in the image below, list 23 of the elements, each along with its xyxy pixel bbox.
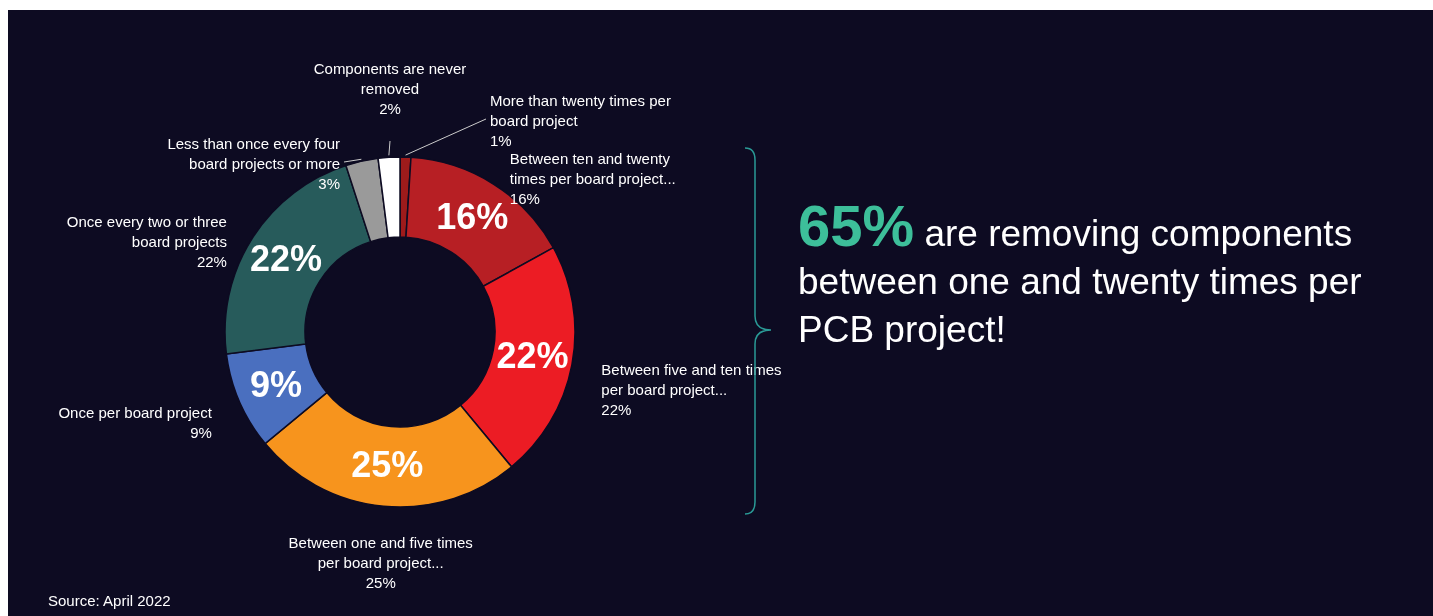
slice-label: Less than once every four board projects or more — [167, 135, 340, 172]
slice-label: Components are never removed — [313, 60, 467, 97]
slice-label: Once every two or three board projects — [66, 213, 227, 251]
data-label: 1% — [490, 132, 512, 149]
data-label: 3% — [318, 175, 340, 192]
slice-label: Between one and five times per board project... — [288, 534, 473, 572]
text: 16% — [436, 196, 509, 238]
slice-label: Between ten and twenty times per board project... — [509, 149, 676, 187]
slice-label: More than twenty times per board project — [490, 92, 671, 129]
source-note: Source: April 2022 — [48, 592, 171, 609]
slice-label: Between five and ten times per board project... — [601, 361, 782, 399]
data-label: 22% — [196, 253, 227, 271]
data-label: 16% — [509, 189, 540, 207]
text: 22% — [496, 335, 569, 377]
data-label: 25% — [365, 574, 396, 592]
text: 25% — [351, 444, 424, 486]
text: 22% — [249, 237, 323, 279]
text: 9% — [250, 363, 303, 405]
data-label: 22% — [601, 401, 632, 419]
text: 65% — [798, 193, 915, 258]
slice-label: Once per board project — [58, 404, 213, 422]
data-label: 2% — [379, 100, 401, 117]
data-label: 9% — [190, 424, 212, 442]
